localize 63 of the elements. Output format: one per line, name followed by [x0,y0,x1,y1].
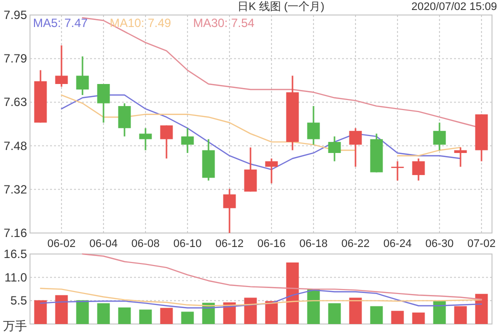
text: MA5: 7.47 [33,16,88,30]
bar [412,312,425,324]
candlestick [433,122,446,151]
candlestick [454,146,467,168]
bar [265,301,278,324]
bar [433,301,446,324]
x-tick-label: 06-04 [89,238,118,250]
bar [34,300,47,324]
y-tick-label: 7.95 [4,8,28,22]
candlestick [244,146,257,192]
candlestick [139,127,152,151]
candlestick [55,44,68,88]
candlestick [160,124,173,160]
bar [454,306,467,324]
candlestick [265,158,278,184]
x-tick-label: 06-10 [173,238,202,250]
bar [244,298,257,324]
text: MA10: 7.49 [110,16,172,30]
y-tick-label: 7.16 [4,226,28,240]
y-tick-label: 16.5 [4,247,28,261]
candlestick [328,136,341,162]
bar [160,308,173,324]
candlestick [97,83,110,124]
x-tick-label: 07-02 [467,238,496,250]
x-tick-label: 06-24 [383,238,412,250]
line-series [82,253,482,300]
bar [328,303,341,324]
bar [76,300,89,324]
x-tick-label: 06-08 [131,238,160,250]
bar [307,289,320,324]
bar [118,307,131,324]
bar [139,310,152,324]
x-tick-label: 06-02 [47,238,76,250]
candlestick [118,102,131,138]
y-tick-label: 11.0 [4,270,28,284]
candlestick [181,127,194,154]
y-tick-label: 7.32 [4,182,28,196]
y-tick-label: 7.63 [4,95,28,110]
x-tick-label: 06-30 [425,238,454,250]
y-tick-label: 7.79 [4,52,28,66]
candlestick [412,158,425,182]
x-tick-label: 06-18 [299,238,328,250]
bar [55,295,68,324]
chart-title: 日K 线图 (一个月) [238,0,324,13]
x-tick-label: 06-12 [215,238,244,250]
x-tick-label: 06-16 [257,238,286,250]
bar [286,262,299,324]
y-tick-label: 5.5 [10,294,28,308]
text: 2020/07/02 15:09 [411,1,497,13]
y-tick-label: 7.48 [4,138,28,153]
candlestick [307,105,320,146]
y-axis-title: 万手 [3,319,27,333]
bar [370,306,383,324]
bar [475,294,488,324]
candlestick [223,188,236,234]
text: MA30: 7.54 [193,16,255,30]
candlestick [76,56,89,96]
bar [349,298,362,324]
bar [391,310,404,324]
candlestick [349,127,362,168]
bar [181,312,194,324]
bar [97,303,110,324]
x-tick-label: 06-22 [341,238,370,250]
